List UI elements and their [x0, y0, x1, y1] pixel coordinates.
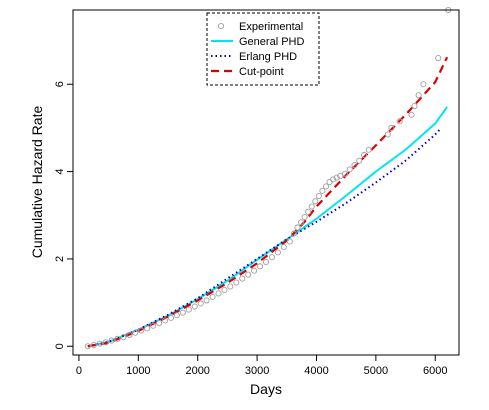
experimental-point: [197, 300, 204, 307]
series-line-cut-point: [87, 56, 449, 348]
experimental-point: [215, 290, 222, 297]
y-axis: 0 2 4 6: [54, 81, 73, 349]
experimental-point: [138, 327, 145, 334]
experimental-point: [114, 335, 121, 342]
experimental-point: [365, 146, 372, 153]
experimental-point: [185, 306, 192, 313]
experimental-point: [239, 275, 246, 282]
plot-area: [84, 6, 452, 350]
experimental-point: [411, 103, 418, 110]
experimental-point: [120, 334, 127, 341]
series-line-erlang-phd: [87, 127, 442, 348]
y-tick-label: 2: [54, 256, 66, 262]
legend-label: Cut-point: [239, 66, 284, 78]
experimental-point: [167, 314, 175, 321]
experimental-point: [173, 312, 180, 319]
experimental-point: [337, 172, 344, 179]
experimental-point: [132, 329, 139, 336]
x-tick-label: 0: [76, 365, 82, 377]
x-tick-label: 1000: [126, 365, 150, 377]
experimental-point: [209, 293, 216, 300]
y-tick-label: 6: [54, 81, 66, 87]
legend-box: [206, 12, 320, 86]
experimental-point: [245, 271, 252, 278]
experimental-point: [286, 238, 293, 245]
experimental-point: [297, 219, 305, 226]
experimental-point: [262, 258, 270, 266]
experimental-point: [435, 54, 442, 62]
experimental-point: [346, 166, 353, 173]
experimental-point: [191, 303, 198, 310]
experimental-point: [84, 343, 91, 350]
legend-label: Experimental: [239, 21, 303, 33]
legend-label: General PHD: [239, 36, 304, 48]
plot-frame: [72, 9, 460, 356]
experimental-point: [408, 111, 415, 118]
experimental-point: [203, 297, 210, 304]
x-tick-label: 2000: [185, 365, 209, 377]
experimental-point: [150, 322, 157, 329]
experimental-point: [126, 331, 133, 338]
experimental-point: [294, 224, 301, 231]
experimental-point: [251, 267, 258, 274]
experimental-point: [233, 279, 240, 286]
experimental-point: [96, 340, 103, 347]
y-axis-title: Cumulative Hazard Rate: [29, 106, 45, 259]
experimental-point: [308, 203, 315, 210]
experimental-point: [301, 213, 308, 221]
legend-label: Erlang PHD: [239, 51, 297, 63]
experimental-point: [396, 118, 403, 125]
experimental-point: [319, 187, 326, 194]
experimental-point: [333, 174, 340, 181]
x-tick-label: 4000: [304, 365, 328, 377]
experimental-point: [351, 161, 358, 169]
experimental-point: [415, 92, 422, 99]
experimental-point: [274, 249, 281, 256]
experimental-point: [268, 254, 275, 261]
experimental-point: [341, 170, 349, 177]
x-tick-label: 6000: [423, 365, 447, 377]
experimental-point: [388, 124, 395, 131]
experimental-point: [322, 183, 330, 190]
y-tick-label: 4: [54, 169, 66, 175]
experimental-point: [108, 337, 115, 344]
experimental-point: [305, 208, 312, 215]
experimental-point: [280, 244, 287, 251]
x-tick-label: 5000: [364, 365, 388, 377]
experimental-point: [257, 263, 264, 270]
experimental-point: [330, 176, 337, 183]
experimental-point: [312, 198, 319, 205]
experimental-point: [156, 320, 163, 327]
experimental-point: [360, 151, 368, 159]
experimental-point: [221, 286, 228, 293]
experimental-point: [179, 309, 186, 316]
x-tick-label: 3000: [245, 365, 269, 377]
legend-key-experimental: [217, 22, 225, 30]
experimental-point: [384, 131, 391, 138]
experimental-point: [356, 157, 363, 164]
legend: Experimental General PHD Erlang PHD Cut-poi…: [206, 12, 320, 86]
x-axis-title: Days: [250, 381, 282, 397]
experimental-point: [420, 81, 427, 88]
experimental-point: [161, 317, 169, 324]
experimental-point: [290, 230, 297, 237]
experimental-point: [315, 192, 322, 200]
y-tick-label: 0: [54, 343, 66, 349]
experimental-point: [227, 283, 234, 290]
x-axis: 0 1000 2000 3000 4000 5000 6000: [76, 355, 447, 377]
experimental-point: [144, 325, 151, 332]
experimental-point: [90, 341, 97, 349]
experimental-point: [102, 339, 109, 346]
